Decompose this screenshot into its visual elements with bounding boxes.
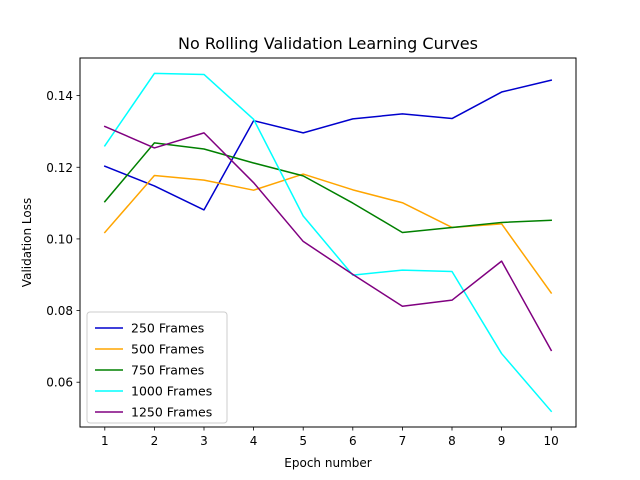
x-tick-label: 10 <box>544 434 559 448</box>
legend: 250 Frames 500 Frames 750 Frames 1000 Frame… <box>86 311 228 424</box>
series-line-250-frames <box>103 79 553 211</box>
y-tick-label: 0.12 <box>46 161 73 175</box>
x-tick-label: 3 <box>200 434 208 448</box>
x-tick-label: 1 <box>101 434 109 448</box>
y-axis-label: Validation Loss <box>20 198 34 287</box>
x-tick-label: 5 <box>299 434 307 448</box>
chart-title: No Rolling Validation Learning Curves <box>178 34 478 53</box>
plot-lines <box>103 72 553 413</box>
plot-frame <box>79 57 577 428</box>
series-line-750-frames <box>103 142 552 234</box>
y-axis-ticks: 0.06 0.08 0.10 0.12 0.14 <box>46 89 80 390</box>
legend-box <box>86 311 228 424</box>
y-tick-label: 0.10 <box>46 232 73 246</box>
legend-entry: 1000 Frames <box>131 384 212 399</box>
x-tick-label: 6 <box>349 434 357 448</box>
y-tick-label: 0.06 <box>46 376 73 390</box>
x-tick-label: 8 <box>448 434 456 448</box>
series-line-1250-frames <box>103 125 553 352</box>
legend-entry: 1250 Frames <box>131 405 212 420</box>
x-tick-label: 2 <box>151 434 159 448</box>
x-tick-label: 7 <box>399 434 407 448</box>
series-line-1000-frames <box>103 72 553 413</box>
x-axis-ticks: 1 2 3 4 5 6 7 8 9 10 <box>101 427 559 448</box>
legend-entry: 750 Frames <box>131 363 204 378</box>
x-tick-label: 4 <box>250 434 258 448</box>
x-axis-label: Epoch number <box>284 456 371 470</box>
legend-entry: 500 Frames <box>131 342 204 357</box>
y-tick-label: 0.08 <box>46 304 73 318</box>
legend-entry: 250 Frames <box>131 321 204 336</box>
y-tick-label: 0.14 <box>46 89 73 103</box>
x-tick-label: 9 <box>498 434 506 448</box>
